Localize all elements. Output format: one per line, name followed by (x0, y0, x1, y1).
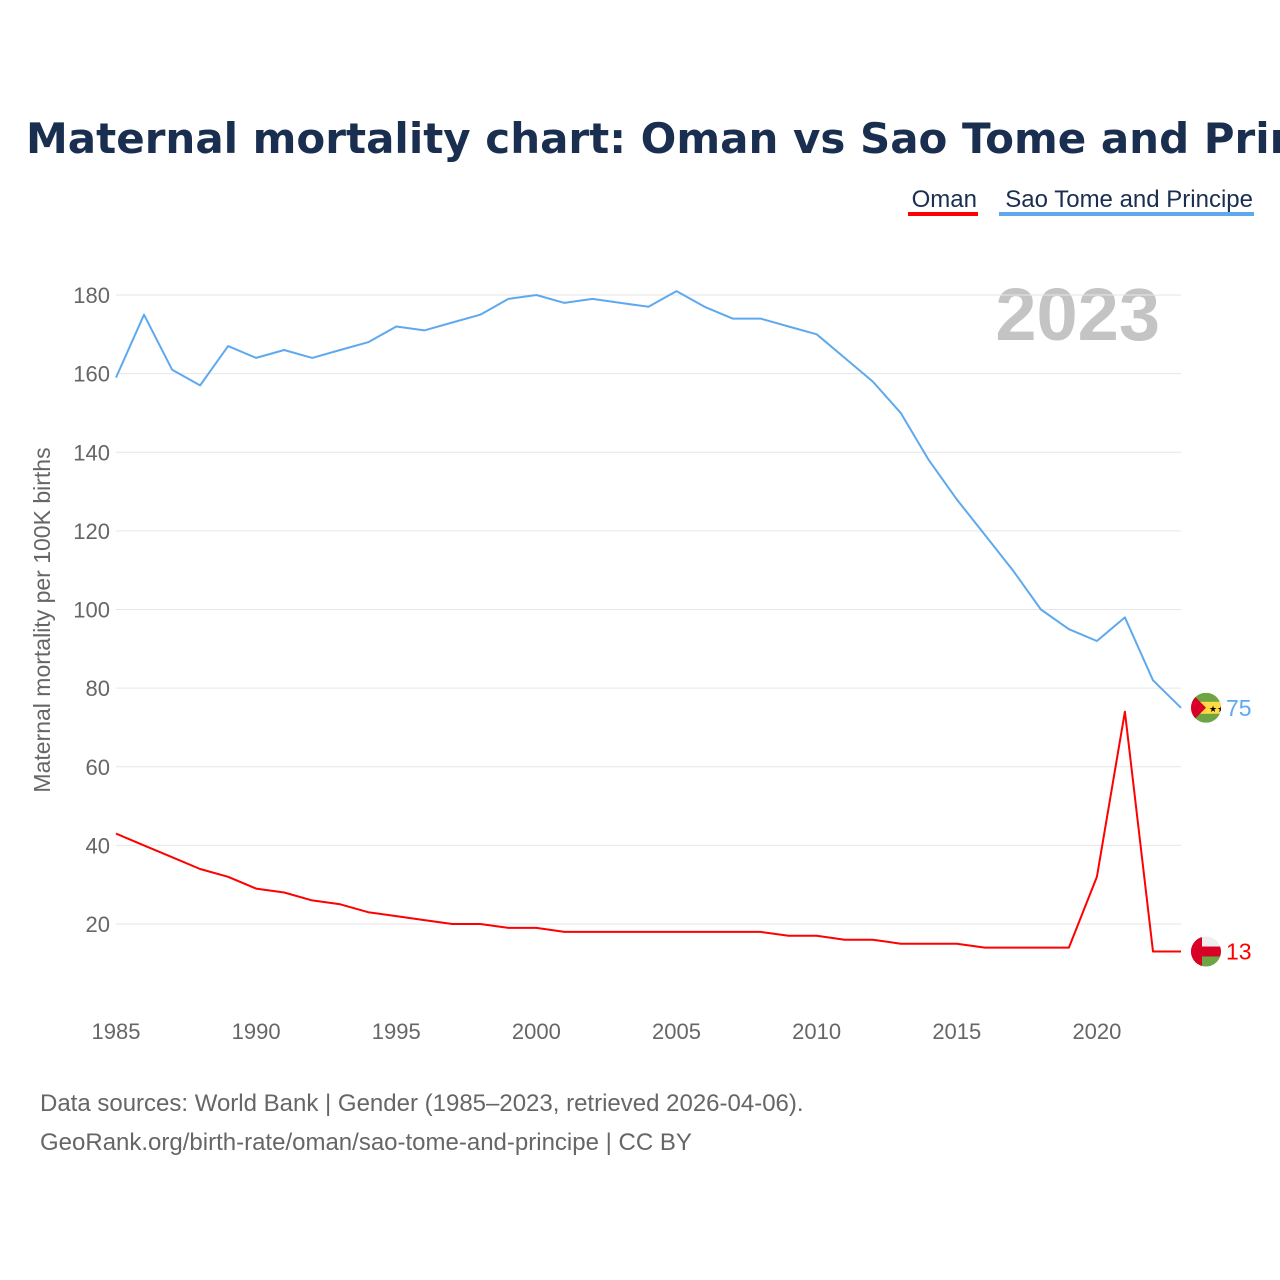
x-tick-label: 1990 (232, 1019, 281, 1044)
x-tick-label: 2000 (512, 1019, 561, 1044)
legend-sao-tome-swatch (999, 212, 1254, 216)
x-tick-label: 2015 (932, 1019, 981, 1044)
series-line-sao-tome (115, 290, 1182, 709)
x-tick-label: 2005 (652, 1019, 701, 1044)
y-tick-label: 20 (86, 912, 110, 937)
year-label: 2023 (995, 273, 1160, 356)
y-tick-label: 100 (73, 598, 110, 623)
legend: Oman Sao Tome and Principe (908, 186, 1254, 216)
footer-url[interactable]: GeoRank.org/birth-rate/oman/sao-tome-and… (40, 1129, 692, 1156)
y-tick-label: 60 (86, 755, 110, 780)
chart-title: Maternal mortality chart: Oman vs Sao To… (26, 114, 1280, 163)
legend-oman-swatch (908, 212, 978, 216)
x-tick-label: 1995 (372, 1019, 421, 1044)
end-value-label: 75 (1226, 695, 1252, 721)
series-line-oman (115, 710, 1181, 953)
y-tick-label: 120 (73, 519, 110, 544)
legend-oman[interactable]: Oman (912, 186, 977, 213)
y-axis-label: Maternal mortality per 100K births (29, 447, 55, 792)
svg-text:★★: ★★ (1209, 704, 1225, 714)
x-tick-label: 2010 (792, 1019, 841, 1044)
y-tick-label: 80 (86, 676, 110, 701)
y-tick-label: 40 (86, 833, 110, 858)
flag-oman-icon (1191, 936, 1221, 967)
legend-sao-tome[interactable]: Sao Tome and Principe (1005, 186, 1253, 213)
flag-sao-tome-icon: ★★ (1191, 692, 1225, 723)
footer-source: Data sources: World Bank | Gender (1985–… (40, 1090, 804, 1117)
x-tick-label: 1985 (92, 1019, 141, 1044)
end-value-label: 13 (1226, 939, 1252, 965)
y-tick-label: 180 (73, 283, 110, 308)
y-tick-label: 160 (73, 362, 110, 387)
y-tick-label: 140 (73, 440, 110, 465)
x-tick-label: 2020 (1072, 1019, 1121, 1044)
